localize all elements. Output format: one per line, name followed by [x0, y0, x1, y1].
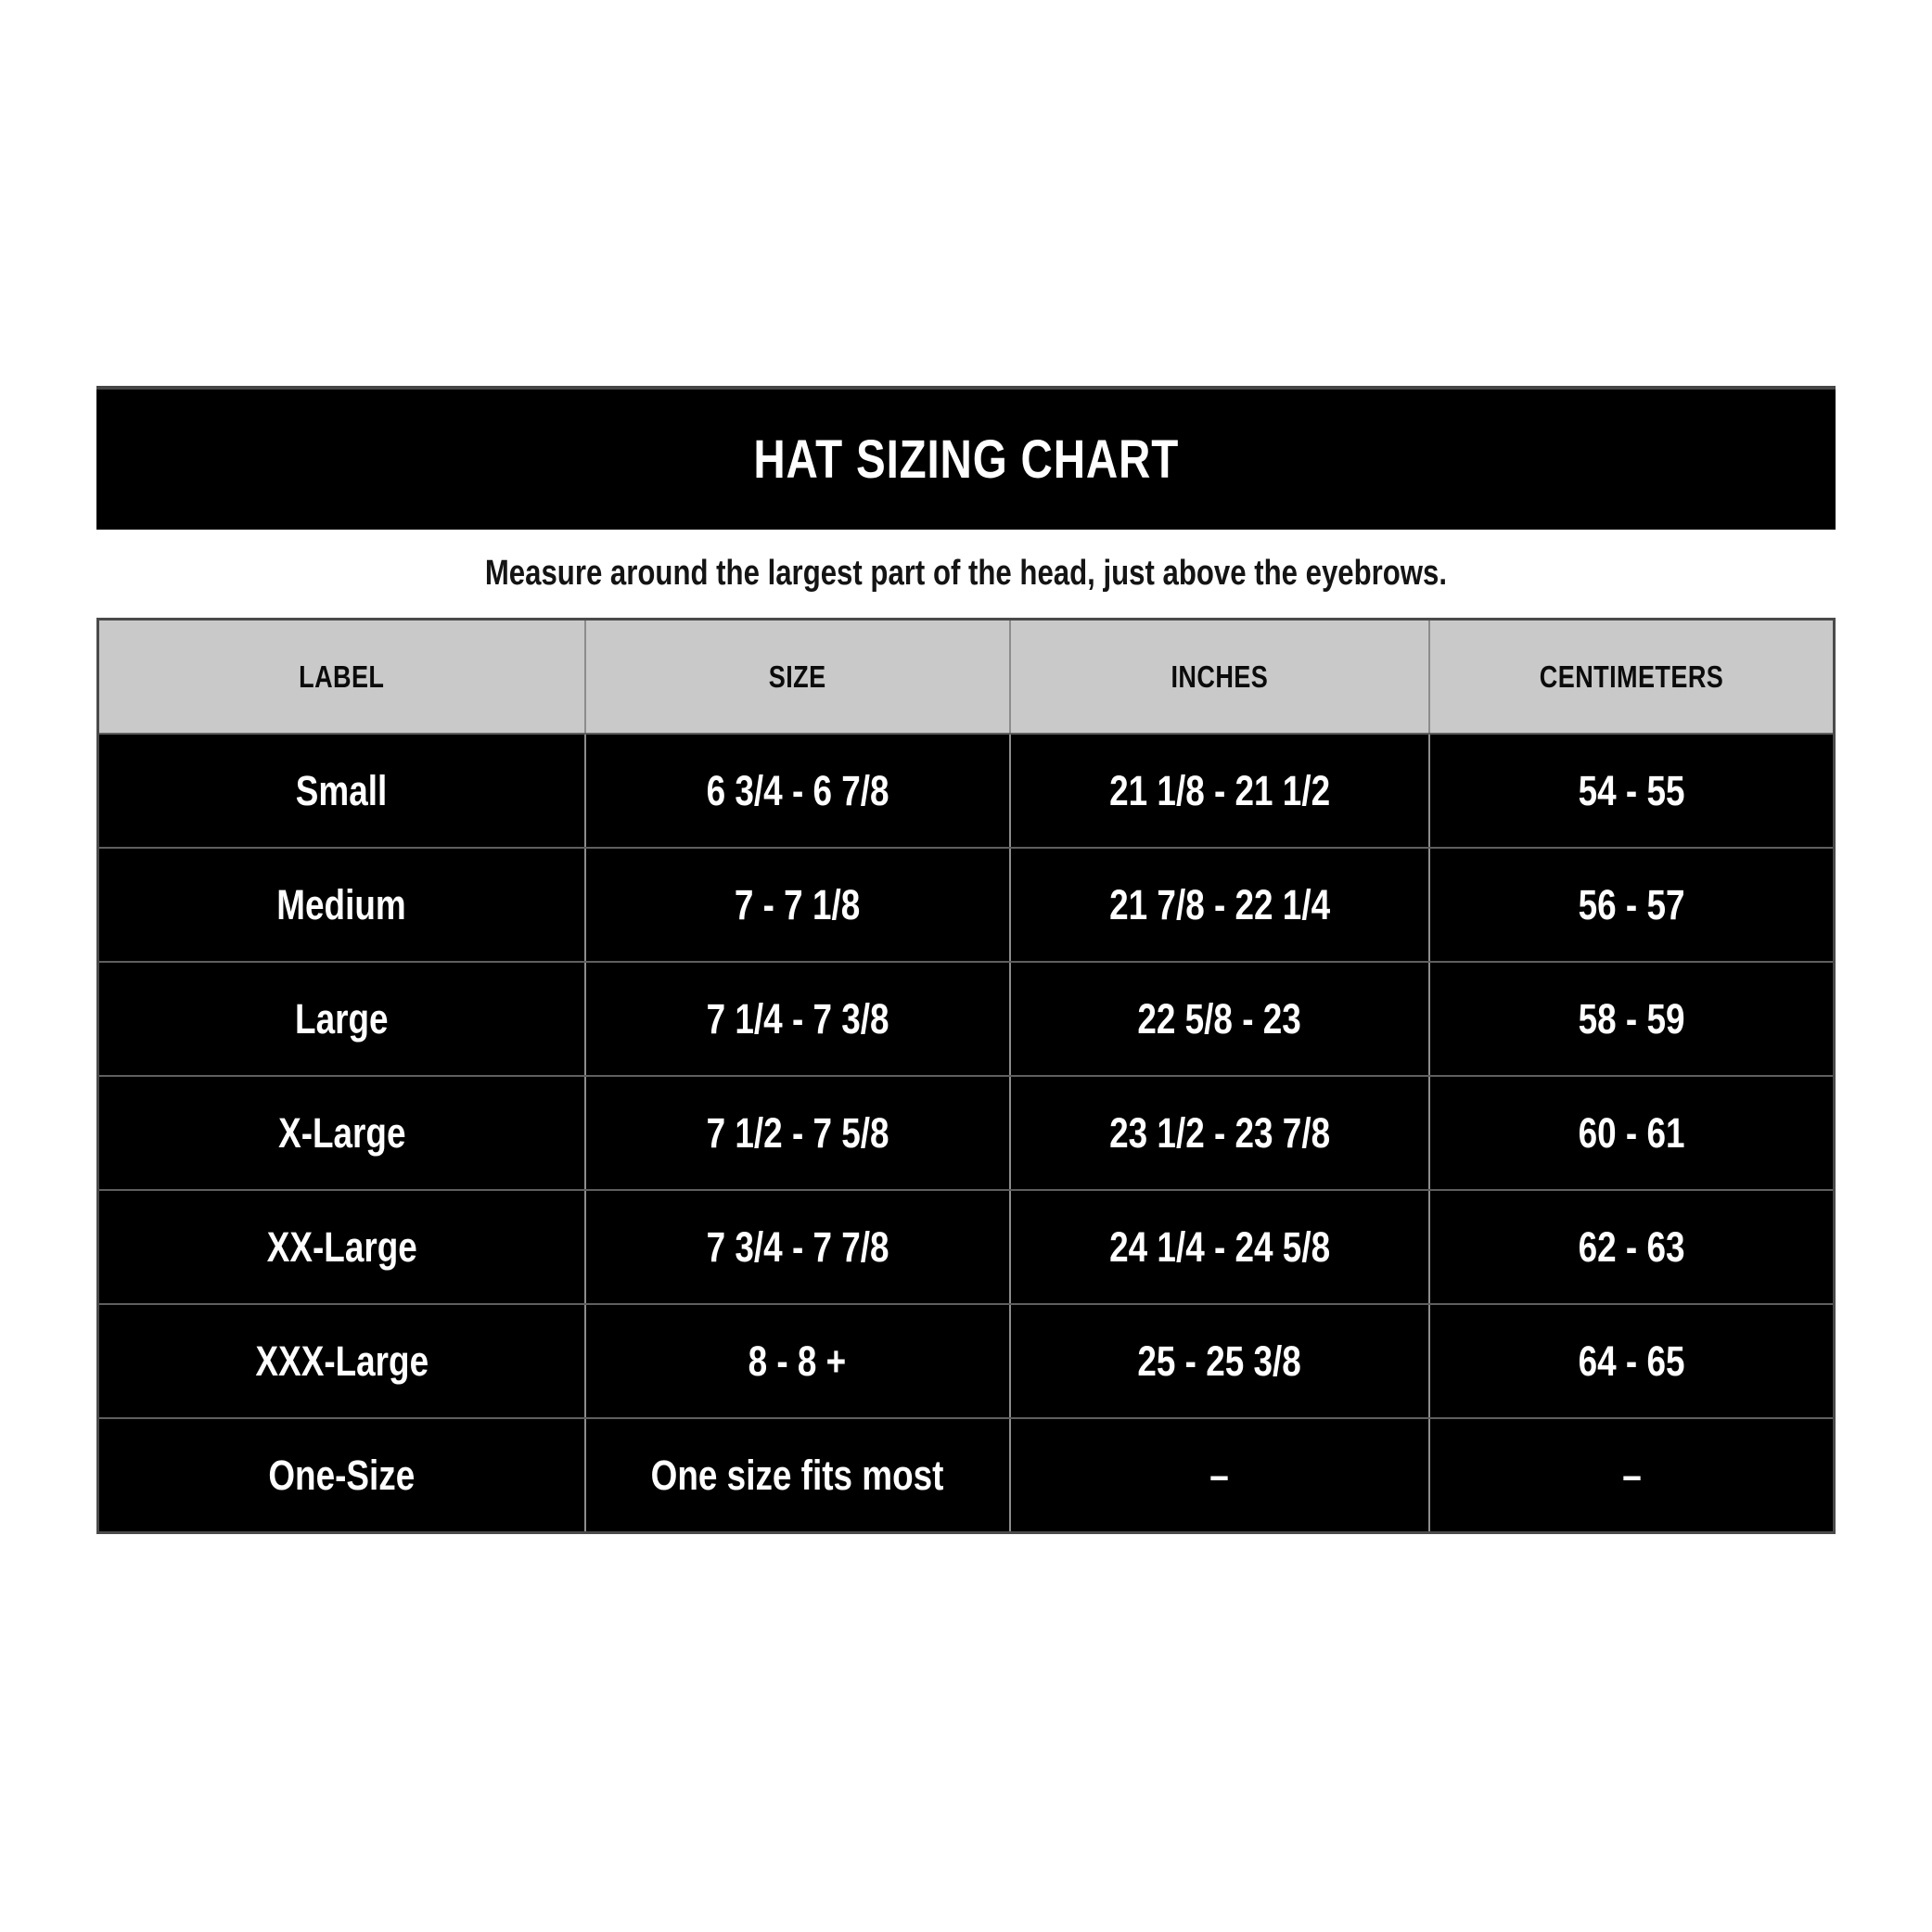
cell-inches-text: 23 1/2 - 23 7/8	[1108, 1108, 1330, 1157]
cell-inches: –	[1008, 1417, 1431, 1534]
cell-label-text: Medium	[276, 880, 406, 928]
cell-size: 7 3/4 - 7 7/8	[583, 1189, 1011, 1305]
cell-label-text: Small	[296, 766, 388, 814]
cell-label: X-Large	[96, 1075, 586, 1191]
cell-label: One-Size	[96, 1417, 586, 1534]
column-header-size-text: SIZE	[768, 659, 826, 694]
cell-inches-text: 24 1/4 - 24 5/8	[1108, 1222, 1330, 1271]
cell-label: Medium	[96, 847, 586, 963]
cell-centimeters-text: 56 - 57	[1578, 880, 1685, 928]
cell-size: 7 - 7 1/8	[583, 847, 1011, 963]
cell-size-text: 7 1/2 - 7 5/8	[706, 1108, 889, 1157]
cell-label: XXX-Large	[96, 1303, 586, 1419]
table-row-large: Large 7 1/4 - 7 3/8 22 5/8 - 23 58 - 59	[96, 961, 1836, 1077]
column-header-centimeters-text: CENTIMETERS	[1539, 659, 1724, 694]
page-title: HAT SIZING CHART	[753, 429, 1179, 490]
cell-label: Small	[96, 733, 586, 849]
cell-inches: 23 1/2 - 23 7/8	[1008, 1075, 1431, 1191]
table-row-small: Small 6 3/4 - 6 7/8 21 1/8 - 21 1/2 54 -…	[96, 733, 1836, 849]
subtitle-row: Measure around the largest part of the h…	[96, 530, 1836, 618]
hat-sizing-table: LABEL SIZE INCHES CENTIMETERS Small 6 3/…	[96, 618, 1836, 1534]
hat-sizing-chart: HAT SIZING CHART Measure around the larg…	[96, 386, 1836, 1534]
column-header-inches-text: INCHES	[1171, 659, 1269, 694]
cell-size: 6 3/4 - 6 7/8	[583, 733, 1011, 849]
cell-size-text: 7 3/4 - 7 7/8	[706, 1222, 889, 1271]
table-row-medium: Medium 7 - 7 1/8 21 7/8 - 22 1/4 56 - 57	[96, 847, 1836, 963]
table-header-row: LABEL SIZE INCHES CENTIMETERS	[96, 618, 1836, 735]
cell-centimeters-text: 64 - 65	[1578, 1337, 1685, 1385]
cell-label-text: XXX-Large	[254, 1337, 429, 1385]
cell-centimeters: 56 - 57	[1428, 847, 1836, 963]
cell-inches-text: 21 1/8 - 21 1/2	[1108, 766, 1330, 814]
table-row-xx-large: XX-Large 7 3/4 - 7 7/8 24 1/4 - 24 5/8 6…	[96, 1189, 1836, 1305]
cell-centimeters: 54 - 55	[1428, 733, 1836, 849]
table-row-x-large: X-Large 7 1/2 - 7 5/8 23 1/2 - 23 7/8 60…	[96, 1075, 1836, 1191]
cell-label-text: X-Large	[277, 1108, 405, 1157]
cell-centimeters: 60 - 61	[1428, 1075, 1836, 1191]
cell-centimeters-text: 60 - 61	[1578, 1108, 1685, 1157]
cell-inches-text: 25 - 25 3/8	[1137, 1337, 1302, 1385]
cell-centimeters: 58 - 59	[1428, 961, 1836, 1077]
column-header-centimeters: CENTIMETERS	[1428, 618, 1836, 735]
cell-inches-text: 22 5/8 - 23	[1137, 994, 1302, 1043]
table-row-one-size: One-Size One size fits most – –	[96, 1417, 1836, 1534]
table-row-xxx-large: XXX-Large 8 - 8 + 25 - 25 3/8 64 - 65	[96, 1303, 1836, 1419]
column-header-label: LABEL	[96, 618, 586, 735]
column-header-inches: INCHES	[1008, 618, 1431, 735]
cell-size-text: One size fits most	[650, 1451, 944, 1499]
cell-size: 7 1/2 - 7 5/8	[583, 1075, 1011, 1191]
measure-instruction-text: Measure around the largest part of the h…	[484, 554, 1448, 593]
cell-inches: 21 7/8 - 22 1/4	[1008, 847, 1431, 963]
cell-size: 8 - 8 +	[583, 1303, 1011, 1419]
cell-size-text: 6 3/4 - 6 7/8	[706, 766, 889, 814]
cell-size: One size fits most	[583, 1417, 1011, 1534]
cell-centimeters: –	[1428, 1417, 1836, 1534]
cell-centimeters-text: –	[1621, 1451, 1642, 1499]
column-header-size: SIZE	[583, 618, 1011, 735]
title-banner: HAT SIZING CHART	[96, 386, 1836, 530]
cell-centimeters: 62 - 63	[1428, 1189, 1836, 1305]
cell-inches: 22 5/8 - 23	[1008, 961, 1431, 1077]
cell-inches: 24 1/4 - 24 5/8	[1008, 1189, 1431, 1305]
cell-centimeters-text: 54 - 55	[1578, 766, 1685, 814]
cell-size-text: 8 - 8 +	[748, 1337, 847, 1385]
cell-inches-text: –	[1209, 1451, 1230, 1499]
cell-inches: 21 1/8 - 21 1/2	[1008, 733, 1431, 849]
cell-centimeters-text: 62 - 63	[1578, 1222, 1685, 1271]
cell-centimeters-text: 58 - 59	[1578, 994, 1685, 1043]
cell-size-text: 7 - 7 1/8	[735, 880, 861, 928]
cell-label: Large	[96, 961, 586, 1077]
cell-label-text: Large	[295, 994, 389, 1043]
cell-label-text: One-Size	[268, 1451, 416, 1499]
column-header-label-text: LABEL	[299, 659, 385, 694]
cell-size: 7 1/4 - 7 3/8	[583, 961, 1011, 1077]
cell-label: XX-Large	[96, 1189, 586, 1305]
cell-inches-text: 21 7/8 - 22 1/4	[1108, 880, 1330, 928]
cell-size-text: 7 1/4 - 7 3/8	[706, 994, 889, 1043]
cell-inches: 25 - 25 3/8	[1008, 1303, 1431, 1419]
cell-centimeters: 64 - 65	[1428, 1303, 1836, 1419]
cell-label-text: XX-Large	[266, 1222, 417, 1271]
